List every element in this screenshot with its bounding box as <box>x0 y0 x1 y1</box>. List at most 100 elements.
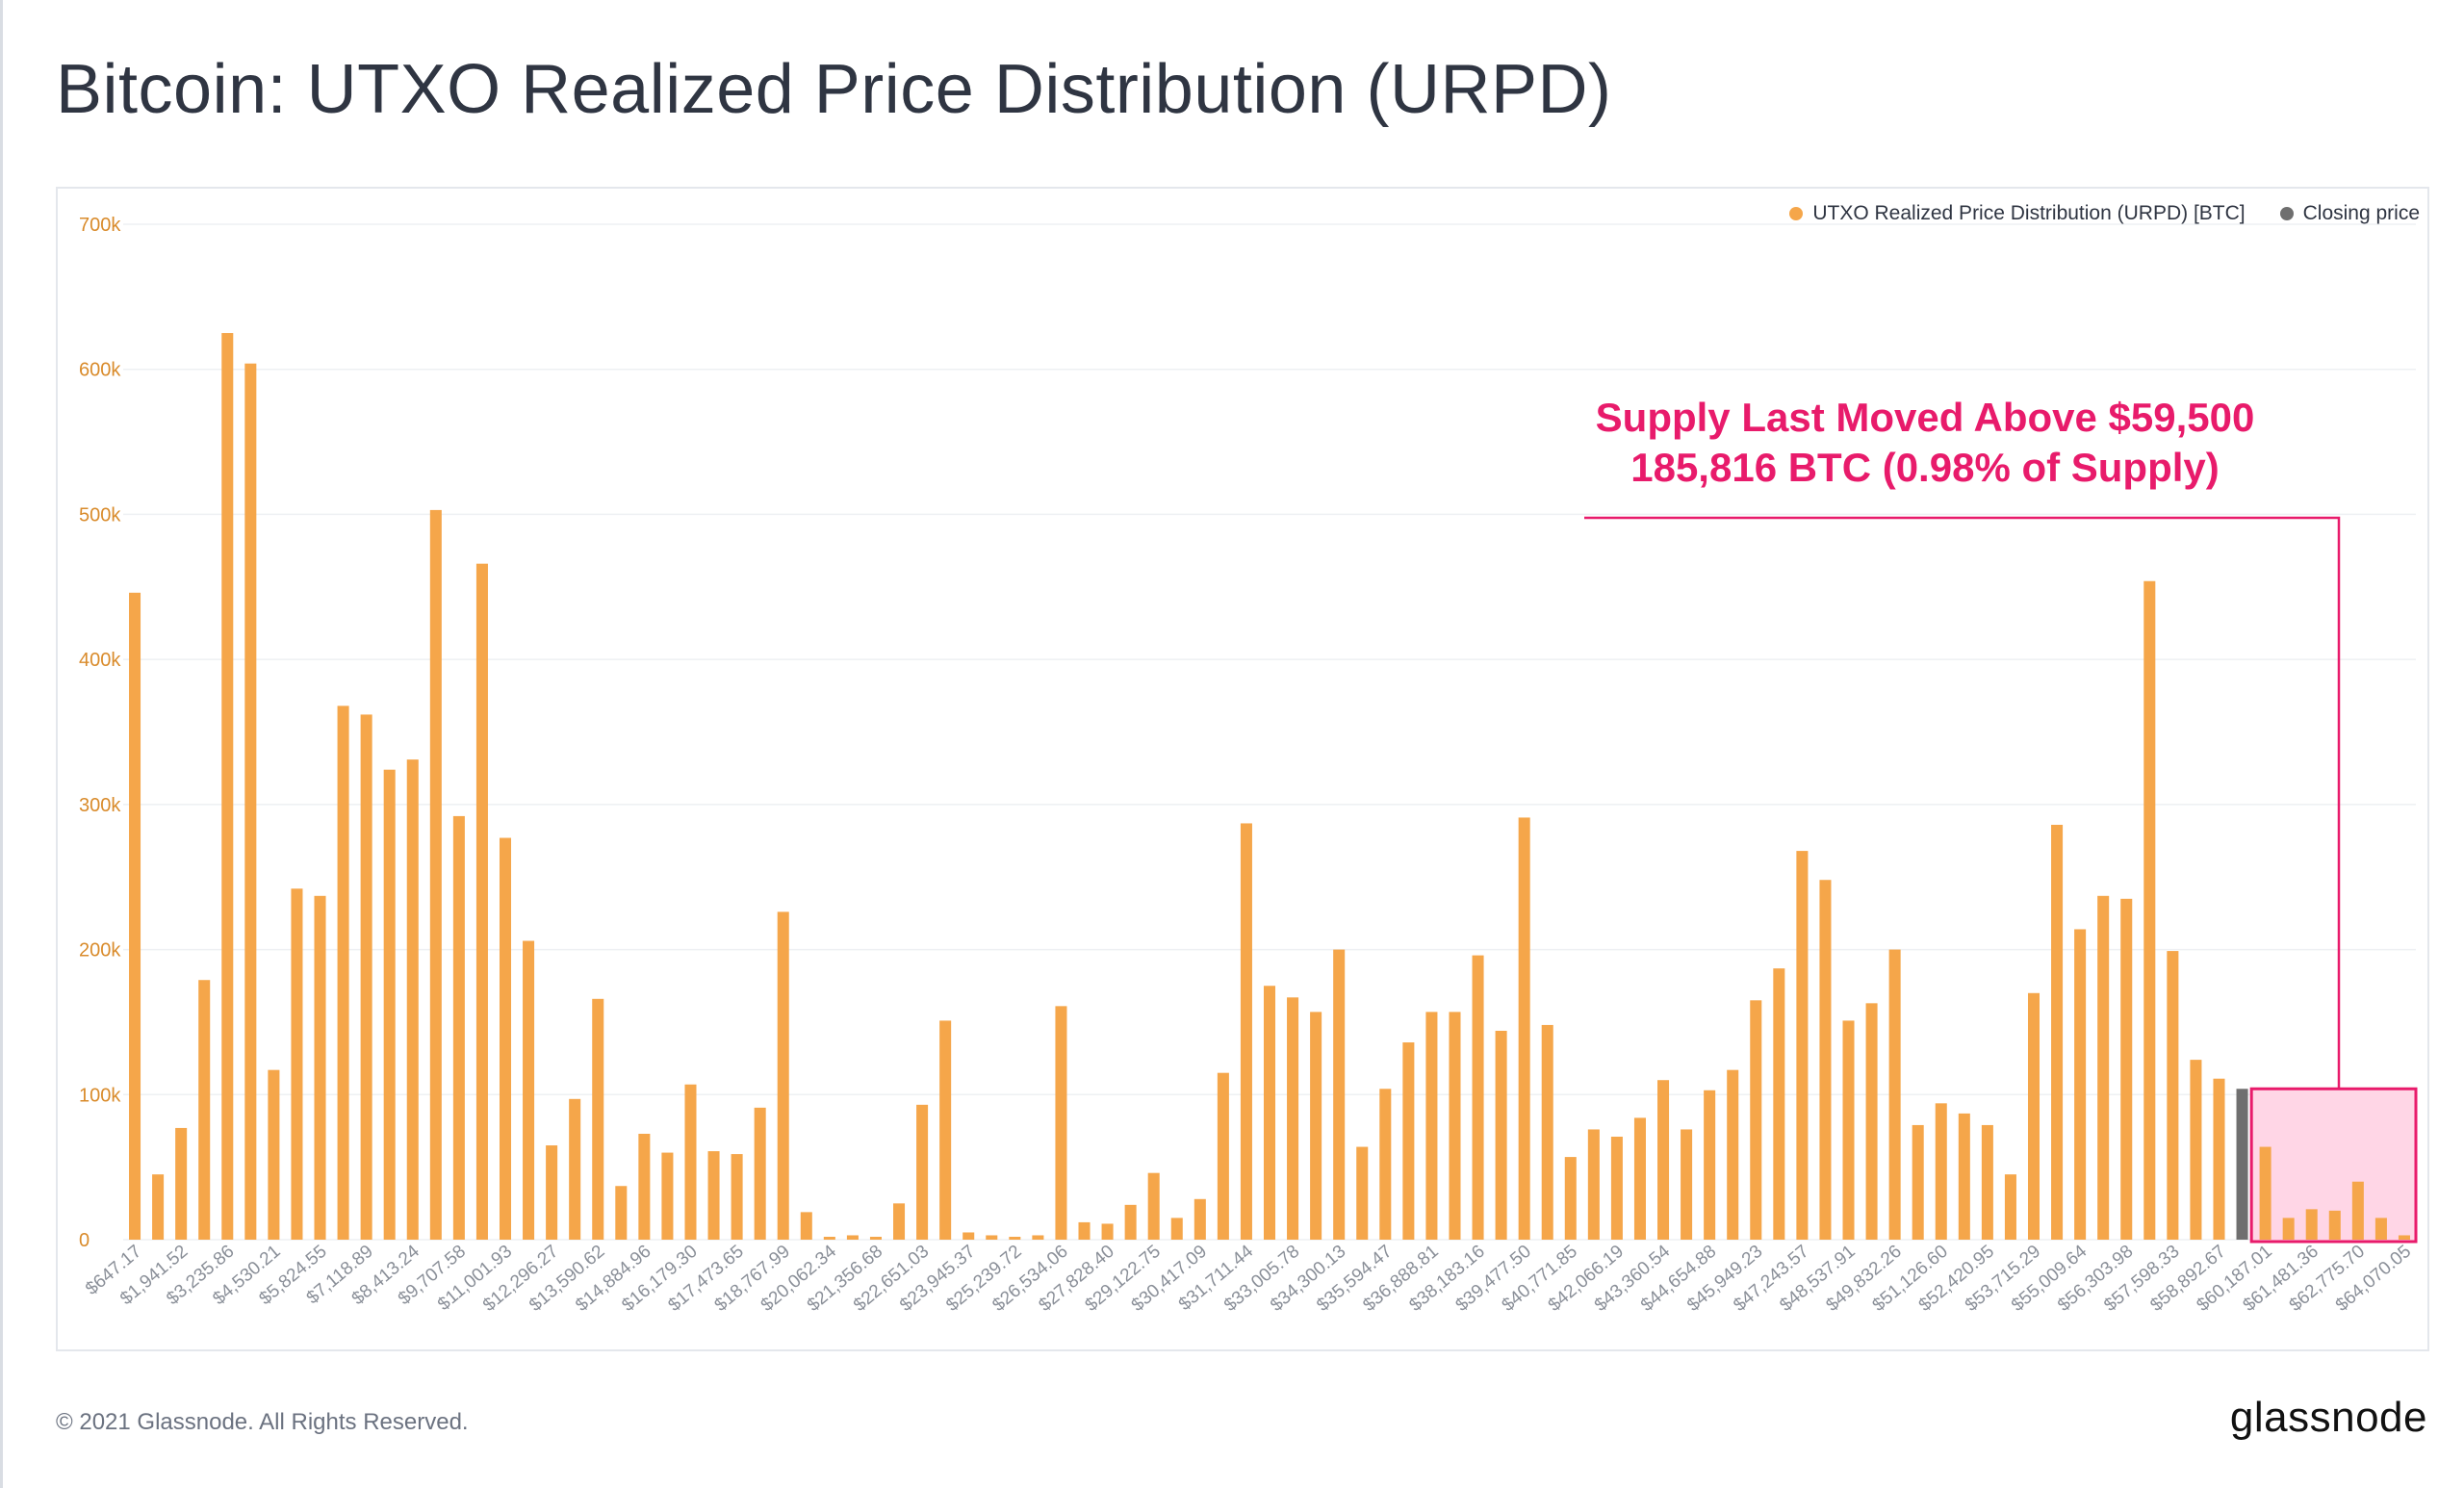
urpd-bar[interactable] <box>661 1152 674 1240</box>
urpd-bar[interactable] <box>383 769 396 1240</box>
urpd-bar[interactable] <box>1240 823 1252 1240</box>
urpd-bar[interactable] <box>1055 1006 1067 1240</box>
closing-price-bar[interactable] <box>2236 1089 2248 1240</box>
urpd-bar[interactable] <box>1263 986 1276 1240</box>
urpd-bar[interactable] <box>291 888 303 1240</box>
urpd-bar[interactable] <box>1564 1157 1577 1240</box>
urpd-bar[interactable] <box>1287 997 1299 1240</box>
legend-item-urpd[interactable]: UTXO Realized Price Distribution (URPD) … <box>1789 202 2246 225</box>
urpd-bar[interactable] <box>1750 1000 1762 1240</box>
urpd-bar[interactable] <box>268 1069 280 1240</box>
urpd-bar[interactable] <box>1402 1042 1415 1240</box>
urpd-bar[interactable] <box>2074 929 2087 1240</box>
urpd-bar[interactable] <box>2351 1181 2364 1240</box>
urpd-bar[interactable] <box>1310 1012 1322 1240</box>
urpd-bar[interactable] <box>754 1107 766 1240</box>
urpd-bar[interactable] <box>1425 1012 1438 1240</box>
urpd-bar[interactable] <box>2143 580 2156 1240</box>
urpd-bar[interactable] <box>615 1186 628 1240</box>
urpd-bar[interactable] <box>2374 1218 2387 1240</box>
urpd-bar[interactable] <box>1170 1218 1183 1240</box>
urpd-bar[interactable] <box>1147 1172 1160 1240</box>
urpd-bar[interactable] <box>1681 1129 1693 1240</box>
urpd-bar[interactable] <box>2167 951 2179 1240</box>
urpd-bar[interactable] <box>592 998 604 1240</box>
urpd-bar[interactable] <box>1449 1012 1461 1240</box>
urpd-bar[interactable] <box>1124 1204 1137 1240</box>
urpd-bar[interactable] <box>1518 817 1530 1240</box>
urpd-bar[interactable] <box>1912 1124 1924 1240</box>
urpd-bar[interactable] <box>939 1020 952 1240</box>
urpd-bar[interactable] <box>707 1151 720 1240</box>
urpd-bar[interactable] <box>1495 1030 1507 1240</box>
urpd-bar[interactable] <box>1610 1136 1623 1240</box>
urpd-bar[interactable] <box>152 1174 165 1240</box>
urpd-bar[interactable] <box>893 1203 906 1240</box>
urpd-bar[interactable] <box>1078 1221 1091 1240</box>
urpd-bar[interactable] <box>1032 1235 1044 1240</box>
urpd-bar[interactable] <box>777 911 789 1240</box>
urpd-bar[interactable] <box>1773 968 1785 1240</box>
urpd-bar[interactable] <box>360 714 372 1240</box>
urpd-bar[interactable] <box>684 1084 697 1240</box>
urpd-bar[interactable] <box>1704 1090 1716 1240</box>
urpd-bar[interactable] <box>2120 898 2133 1240</box>
urpd-bar[interactable] <box>638 1133 651 1240</box>
urpd-bar[interactable] <box>1981 1124 1993 1240</box>
urpd-bar[interactable] <box>2213 1078 2225 1240</box>
urpd-bar[interactable] <box>1633 1117 1646 1240</box>
urpd-bar[interactable] <box>846 1235 859 1240</box>
urpd-bar[interactable] <box>1796 851 1809 1240</box>
urpd-bar[interactable] <box>569 1098 581 1240</box>
urpd-bar[interactable] <box>2305 1209 2318 1240</box>
urpd-bar[interactable] <box>406 759 419 1240</box>
urpd-bar[interactable] <box>2051 824 2064 1240</box>
urpd-bar[interactable] <box>475 563 488 1240</box>
urpd-bar[interactable] <box>523 940 535 1240</box>
urpd-bar[interactable] <box>1819 880 1832 1240</box>
urpd-bar[interactable] <box>1888 949 1901 1240</box>
urpd-bar[interactable] <box>731 1154 743 1240</box>
urpd-bar[interactable] <box>2027 992 2040 1240</box>
urpd-bar[interactable] <box>337 706 349 1240</box>
urpd-bar[interactable] <box>244 363 257 1241</box>
urpd-bar[interactable] <box>1217 1072 1229 1240</box>
urpd-bar[interactable] <box>452 815 465 1240</box>
urpd-bar[interactable] <box>175 1127 188 1240</box>
urpd-bar[interactable] <box>546 1145 558 1240</box>
urpd-bar[interactable] <box>869 1236 882 1240</box>
urpd-bar[interactable] <box>2004 1174 2016 1240</box>
urpd-bar[interactable] <box>314 895 326 1240</box>
urpd-bar[interactable] <box>1865 1003 1878 1240</box>
urpd-bar[interactable] <box>2190 1060 2202 1240</box>
urpd-bar[interactable] <box>1958 1113 1970 1240</box>
urpd-bar[interactable] <box>2097 895 2110 1240</box>
urpd-bar[interactable] <box>1541 1024 1553 1240</box>
urpd-bar[interactable] <box>1727 1069 1739 1240</box>
urpd-bar[interactable] <box>916 1104 929 1240</box>
urpd-bar[interactable] <box>1379 1089 1392 1240</box>
urpd-bar[interactable] <box>2328 1210 2341 1240</box>
urpd-bar[interactable] <box>198 980 211 1240</box>
urpd-bar[interactable] <box>1472 955 1484 1240</box>
urpd-bar[interactable] <box>800 1212 812 1240</box>
urpd-bar[interactable] <box>2398 1235 2410 1240</box>
urpd-bar[interactable] <box>1194 1198 1206 1240</box>
urpd-bar[interactable] <box>986 1235 998 1240</box>
urpd-bar[interactable] <box>429 509 442 1240</box>
urpd-bar[interactable] <box>2259 1146 2272 1240</box>
urpd-bar[interactable] <box>221 333 234 1240</box>
urpd-bar[interactable] <box>1935 1103 1947 1240</box>
urpd-bar[interactable] <box>1657 1080 1670 1240</box>
urpd-bar[interactable] <box>1842 1020 1855 1240</box>
urpd-bar[interactable] <box>1333 949 1346 1240</box>
urpd-bar[interactable] <box>1587 1129 1600 1240</box>
urpd-bar[interactable] <box>1356 1146 1369 1240</box>
legend-item-closing-price[interactable]: Closing price <box>2279 202 2420 225</box>
urpd-bar[interactable] <box>1101 1223 1114 1240</box>
urpd-bar[interactable] <box>129 592 141 1240</box>
urpd-bar[interactable] <box>1009 1236 1021 1240</box>
urpd-bar[interactable] <box>499 837 512 1240</box>
urpd-bar[interactable] <box>823 1236 835 1240</box>
urpd-bar[interactable] <box>962 1232 975 1240</box>
